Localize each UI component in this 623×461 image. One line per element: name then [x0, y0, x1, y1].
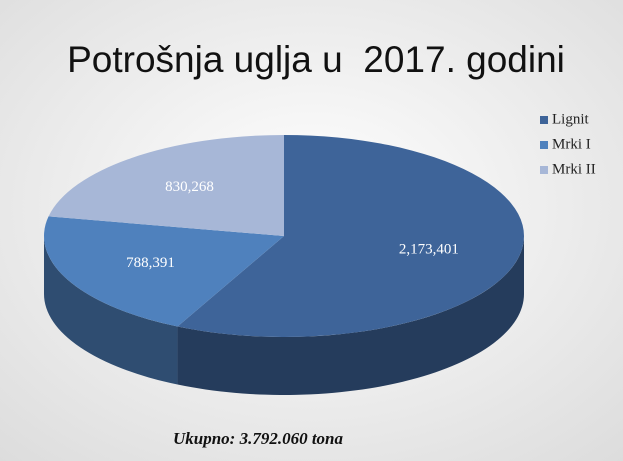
- pie-slice: [177, 135, 525, 337]
- legend-swatch: [540, 166, 548, 174]
- data-label: 830,268: [165, 179, 214, 195]
- legend-label: Lignit: [552, 111, 589, 127]
- legend-label: Mrki I: [552, 136, 591, 152]
- pie-side: [44, 236, 178, 385]
- pie-slice: [48, 135, 284, 236]
- data-label: 2,173,401: [399, 242, 459, 258]
- legend-label: Mrki II: [552, 161, 596, 177]
- pie-slice: [44, 216, 285, 327]
- chart-title: Potrošnja uglja u 2017. godini: [67, 39, 565, 80]
- pie-side: [177, 236, 524, 395]
- annotation: Ukupno: 3.792.060 tona: [173, 429, 344, 448]
- data-label: 788,391: [126, 255, 175, 271]
- legend-swatch: [540, 116, 548, 124]
- legend-swatch: [540, 141, 548, 149]
